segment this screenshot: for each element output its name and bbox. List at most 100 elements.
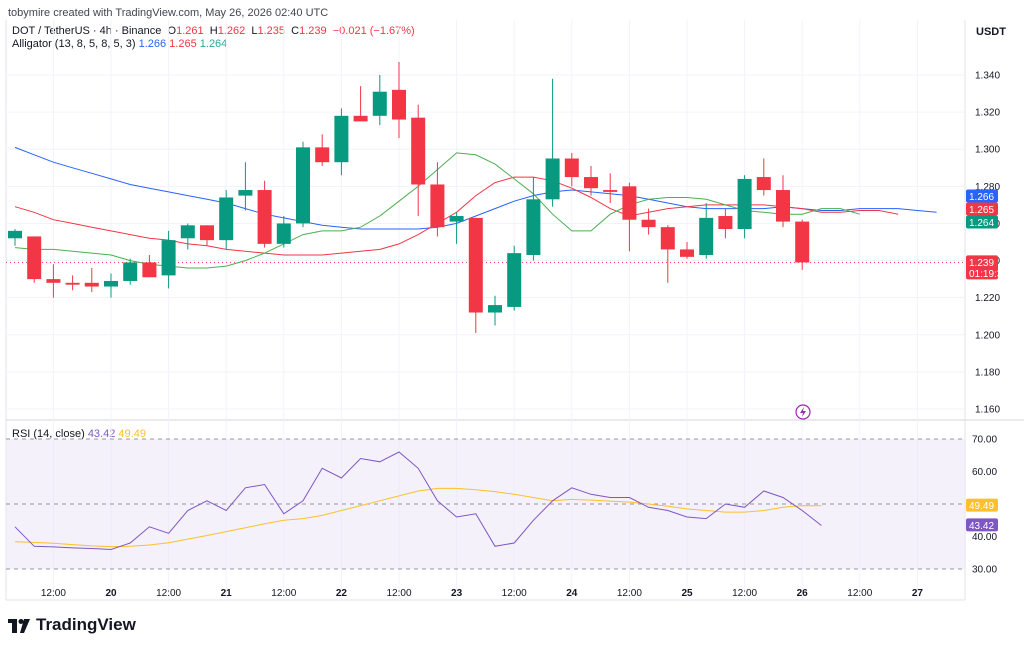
candle <box>276 216 291 248</box>
candle-body <box>46 279 61 283</box>
candle <box>238 162 253 211</box>
rsi-ma-tag-text: 49.49 <box>969 501 994 512</box>
y-tick-label: 1.180 <box>975 367 1000 378</box>
rsi-ma-line <box>14 487 822 548</box>
candle <box>545 78 560 207</box>
candle-body <box>507 253 522 307</box>
candle <box>180 223 195 250</box>
alligator-legend[interactable]: Alligator (13, 8, 5, 8, 5, 3) 1.266 1.26… <box>12 38 227 50</box>
last-price-tag-bg <box>966 255 998 280</box>
jaw-price-tag: 1.266 <box>966 189 998 203</box>
alligator-jaw-value: 1.266 <box>138 38 167 50</box>
candle <box>430 162 445 237</box>
alligator-label[interactable]: Alligator (13, 8, 5, 8, 5, 3) <box>12 38 136 50</box>
y-tick-label: 1.300 <box>975 145 1000 156</box>
candle <box>392 62 406 139</box>
ohlc-low-label: L <box>251 25 258 37</box>
candle <box>27 236 42 283</box>
candle <box>46 264 61 298</box>
candle <box>315 134 330 166</box>
candle <box>219 190 234 250</box>
candle-body <box>200 225 214 241</box>
candle-body <box>372 91 387 116</box>
candle <box>104 273 118 298</box>
candle <box>564 152 579 187</box>
symbol-name[interactable]: DOT / TetherUS · 4h · Binance <box>12 25 162 37</box>
rsi-ma-legend-value: 49.49 <box>118 428 146 440</box>
ohlc-open-label: O <box>167 25 177 37</box>
x-tick-label: 25 <box>681 588 693 599</box>
candle-body <box>315 147 330 163</box>
candle-body <box>488 305 502 313</box>
candle <box>161 230 176 289</box>
y-tick-label: 1.320 <box>975 108 1000 119</box>
teeth-price-tag: 1.265 <box>966 202 998 216</box>
candle <box>660 225 675 283</box>
currency-label[interactable]: USDT <box>976 26 1006 38</box>
rsi-label[interactable]: RSI (14, close) <box>12 428 85 440</box>
tradingview-logo-icon <box>8 618 30 633</box>
candle-body <box>737 178 752 230</box>
candle <box>449 212 464 244</box>
candle-body <box>353 115 368 122</box>
candle <box>756 158 771 196</box>
candle <box>468 217 483 333</box>
rsi-legend[interactable]: RSI (14, close) 43.42 49.49 <box>12 428 146 440</box>
candle-body <box>65 282 80 285</box>
x-tick-label: 12:00 <box>847 588 872 599</box>
candle-body <box>449 216 464 222</box>
candle-body <box>468 217 483 313</box>
candle-body <box>680 249 694 257</box>
candle-body <box>180 225 195 239</box>
rsi-tick-label: 30.00 <box>972 565 997 576</box>
candle <box>296 141 310 228</box>
candle <box>65 275 80 291</box>
rsi-ma-tag-bg <box>966 498 998 512</box>
candle <box>8 229 22 246</box>
symbol-legend[interactable]: DOT / TetherUS · 4h · Binance O1.261 H1.… <box>12 25 415 37</box>
candle <box>123 258 138 285</box>
candle <box>699 203 714 259</box>
candle <box>737 175 752 239</box>
candle-body <box>660 227 675 250</box>
rsi-value-tag: 43.42 <box>966 518 998 532</box>
x-tick-label: 12:00 <box>271 588 296 599</box>
candle <box>353 86 368 122</box>
x-tick-label: 20 <box>105 588 117 599</box>
candle <box>411 104 426 217</box>
candle <box>142 254 157 278</box>
candle-body <box>756 177 771 191</box>
alligator-jaw-line <box>14 146 937 230</box>
ohlc-low: 1.235 <box>257 25 285 37</box>
rsi-tick-label: 40.00 <box>972 532 997 543</box>
rsi-line <box>14 451 822 551</box>
candle <box>488 295 502 326</box>
chart-credit: tobymire created with TradingView.com, M… <box>8 7 329 19</box>
candle-body <box>296 147 310 224</box>
candle-body <box>123 262 138 281</box>
candle-body <box>622 186 637 220</box>
x-tick-label: 22 <box>336 588 348 599</box>
candle <box>507 245 522 311</box>
lightning-icon <box>795 404 811 420</box>
tradingview-logo[interactable]: TradingView <box>8 615 136 635</box>
ohlc-high: 1.262 <box>217 25 246 37</box>
rsi-value-tag-bg <box>966 518 998 532</box>
jaw-price-tag-bg <box>966 189 998 203</box>
rsi-band <box>6 439 965 569</box>
candle <box>603 173 618 204</box>
lips-price-tag-bg <box>966 215 998 229</box>
y-tick-label: 1.220 <box>975 293 1000 304</box>
x-tick-label: 23 <box>451 588 463 599</box>
rsi-ma-tag: 49.49 <box>966 498 998 512</box>
candle-body <box>8 230 22 239</box>
alligator-teeth-value: 1.265 <box>169 38 197 50</box>
x-tick-label: 12:00 <box>502 588 527 599</box>
ohlc-open: 1.261 <box>176 25 204 37</box>
y-tick-label: 1.340 <box>975 71 1000 82</box>
x-tick-label: 12:00 <box>41 588 66 599</box>
candle-body <box>238 190 253 196</box>
rsi-tick-label: 70.00 <box>972 435 997 446</box>
